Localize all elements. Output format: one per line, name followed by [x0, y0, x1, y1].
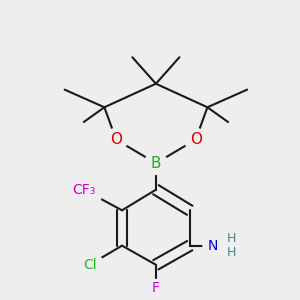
- Text: Cl: Cl: [83, 258, 97, 272]
- Circle shape: [76, 251, 103, 278]
- Circle shape: [224, 231, 238, 246]
- Circle shape: [145, 152, 167, 174]
- Text: O: O: [110, 132, 122, 147]
- Text: CF₃: CF₃: [72, 183, 95, 197]
- Text: N: N: [208, 238, 218, 253]
- Text: O: O: [190, 132, 202, 147]
- Circle shape: [203, 235, 224, 256]
- Circle shape: [147, 280, 165, 297]
- Text: B: B: [151, 156, 161, 171]
- Text: F: F: [152, 281, 160, 295]
- Text: H: H: [226, 232, 236, 245]
- Circle shape: [64, 171, 103, 209]
- Circle shape: [105, 128, 127, 151]
- Circle shape: [184, 128, 207, 151]
- Circle shape: [224, 245, 238, 260]
- Text: H: H: [226, 246, 236, 259]
